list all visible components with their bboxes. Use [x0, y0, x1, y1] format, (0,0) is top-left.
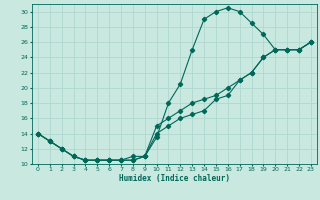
X-axis label: Humidex (Indice chaleur): Humidex (Indice chaleur): [119, 174, 230, 183]
